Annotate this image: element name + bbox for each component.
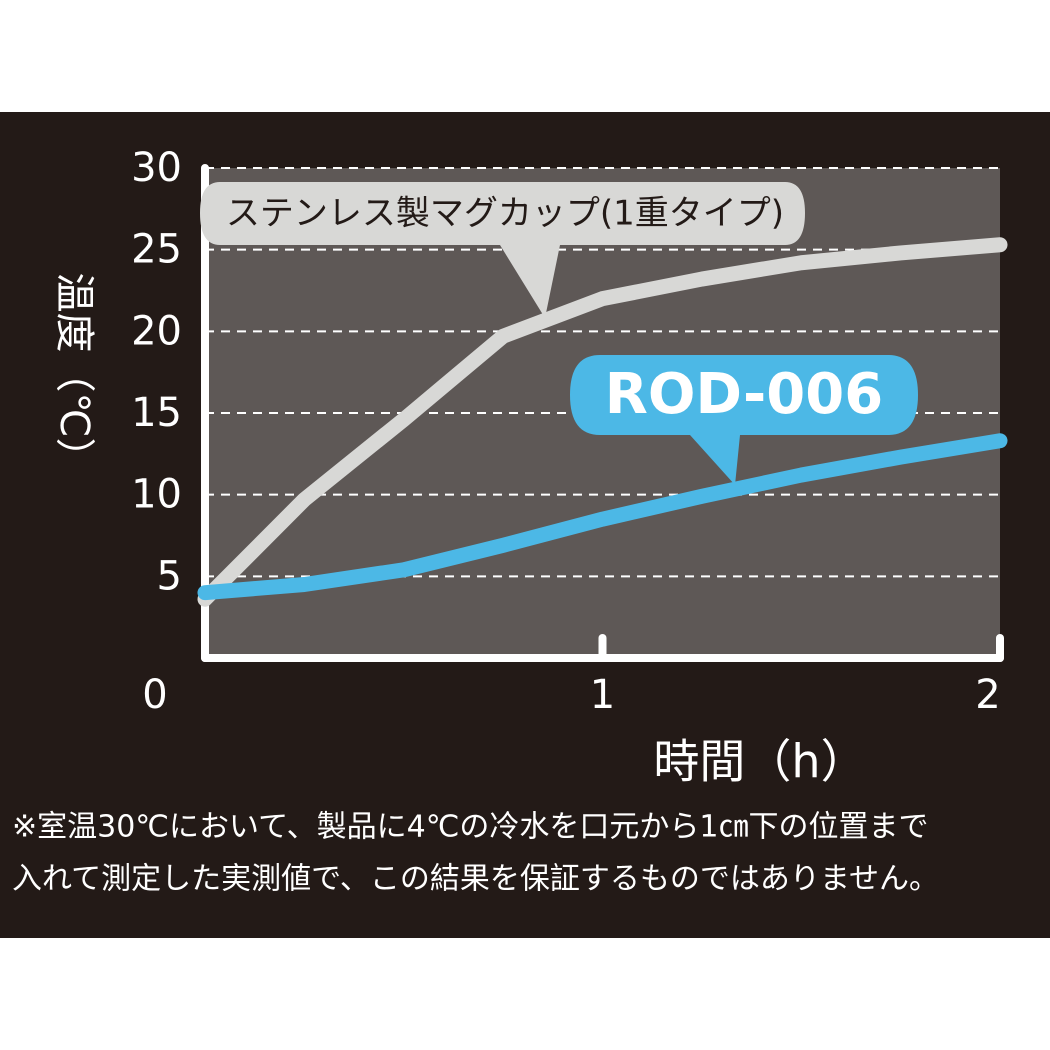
y-tick-label: 20 [131, 308, 182, 354]
x-tick-label: 1 [590, 672, 615, 718]
y-axis-title: 温度（℃） [51, 273, 97, 478]
series-line [197, 433, 1008, 601]
footnote: ※室温30℃において、製品に4℃の冷水を口元から1㎝下の位置まで [12, 810, 928, 845]
y-tick-label: 15 [131, 390, 182, 436]
callout-label: ROD-006 [605, 362, 883, 427]
series-line [197, 237, 1008, 607]
x-tick-label: 0 [142, 672, 167, 718]
callout-label: ステンレス製マグカップ(1重タイプ) [226, 194, 784, 234]
y-tick-label: 5 [157, 553, 182, 599]
x-tick-label: 2 [975, 672, 1000, 718]
footnote: 入れて測定した実測値で、この結果を保証するものではありません。 [12, 862, 939, 897]
x-axis-title: 時間（h） [653, 735, 866, 789]
callout-bubble [570, 355, 918, 485]
y-tick-label: 10 [131, 472, 182, 518]
y-tick-label: 25 [131, 227, 182, 273]
y-tick-label: 30 [131, 145, 182, 191]
callout-bubble [200, 182, 805, 318]
